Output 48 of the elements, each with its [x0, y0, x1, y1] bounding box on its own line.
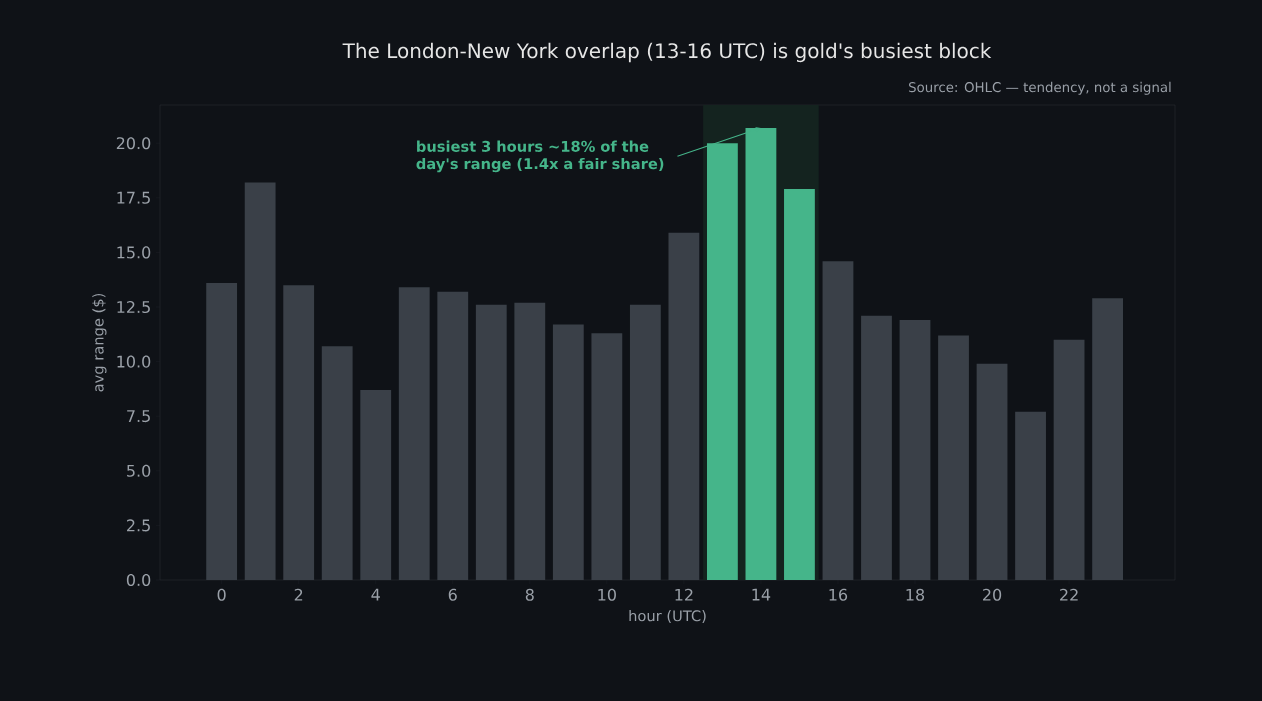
bar [976, 363, 1008, 580]
bar [591, 333, 623, 580]
bar [1092, 298, 1124, 580]
y-tick-label: 0.0 [126, 573, 151, 587]
x-tick-label: 20 [983, 588, 1002, 601]
y-tick-label: 20.0 [116, 137, 151, 150]
x-tick-label: 0 [217, 588, 226, 601]
chart-title: The London-New York overlap (13-16 UTC) is gold's busiest block [342, 42, 992, 63]
x-tick-label: 22 [1060, 588, 1078, 601]
bar [822, 261, 854, 580]
x-tick-label: 8 [525, 588, 534, 601]
bar [398, 287, 430, 580]
bar [283, 285, 315, 580]
x-tick-label: 6 [448, 588, 457, 601]
y-tick-label: 17.5 [117, 191, 150, 204]
bar [861, 315, 892, 580]
x-tick-label: 14 [752, 588, 771, 601]
annotation: busiest 3 hours ~18% of the day's range (1.4x a fair share) [416, 140, 664, 173]
bar [1015, 411, 1046, 580]
bar [1053, 339, 1085, 580]
bar [360, 390, 392, 580]
bar [475, 304, 507, 580]
bar [938, 335, 969, 580]
y-axis-title: avg range ($) [92, 293, 107, 392]
bar [899, 320, 931, 580]
y-tick-label: 12.5 [117, 300, 150, 314]
y-tick-label: 10.0 [117, 355, 151, 368]
bar [206, 282, 238, 580]
bar [668, 232, 700, 580]
source-note: Source: OHLC — tendency, not a signal [909, 81, 1171, 95]
x-tick-label: 12 [675, 588, 693, 601]
bar [437, 291, 469, 580]
x-tick-label: 4 [371, 588, 380, 601]
bar [244, 182, 276, 580]
bar [552, 324, 584, 580]
x-tick-label: 16 [829, 588, 848, 601]
x-tick-label: 18 [906, 588, 925, 601]
y-tick-label: 7.5 [127, 410, 150, 423]
x-tick-label: 10 [598, 588, 616, 601]
x-axis-title: hour (UTC) [629, 609, 706, 624]
bar [784, 189, 815, 580]
y-tick-label: 2.5 [127, 519, 150, 532]
bar [321, 346, 353, 580]
y-tick-label: 5.0 [127, 464, 151, 477]
y-tick-label: 15.0 [117, 246, 151, 259]
x-tick-label: 2 [294, 588, 303, 601]
bar [629, 304, 661, 580]
bar [514, 302, 546, 580]
